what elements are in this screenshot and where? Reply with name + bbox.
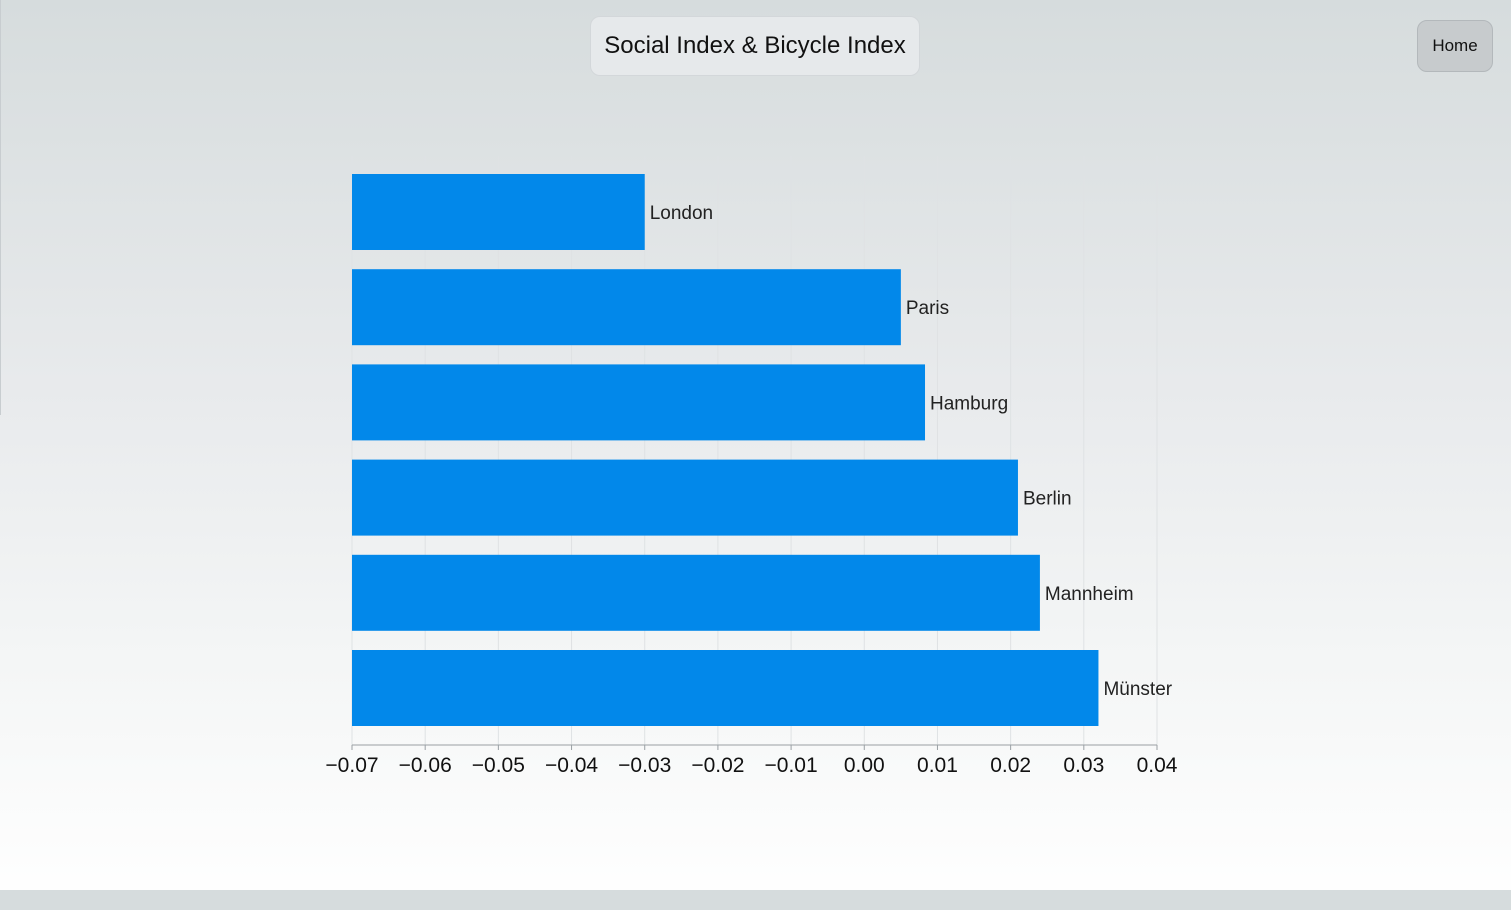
x-tick-label: 0.00 xyxy=(844,754,885,777)
footer-bar xyxy=(0,890,1511,910)
page-title-text: Social Index & Bicycle Index xyxy=(604,32,906,59)
bar-label: Hamburg xyxy=(930,393,1008,414)
x-tick-label: 0.03 xyxy=(1063,754,1104,777)
bar-london xyxy=(352,174,645,250)
bar-hamburg xyxy=(352,364,926,441)
x-tick-label: 0.02 xyxy=(990,754,1031,777)
page-title: Social Index & Bicycle Index xyxy=(590,16,920,76)
bar-münster xyxy=(352,650,1099,726)
home-button-label: Home xyxy=(1432,36,1478,55)
x-tick-label: 0.01 xyxy=(917,754,958,777)
x-tick-label: −0.02 xyxy=(691,754,744,777)
bar-mannheim xyxy=(352,554,1040,631)
bar-label: Paris xyxy=(906,298,949,319)
x-tick-label: 0.04 xyxy=(1137,754,1178,777)
bar-label: Berlin xyxy=(1023,489,1072,510)
x-tick-label: −0.05 xyxy=(472,754,525,777)
x-tick-label: −0.04 xyxy=(545,754,598,777)
bar-paris xyxy=(352,269,901,346)
bar-label: London xyxy=(650,203,713,224)
bar-label: Münster xyxy=(1103,679,1172,700)
x-tick-label: −0.06 xyxy=(399,754,452,777)
bar-label: Mannheim xyxy=(1045,584,1134,605)
x-tick-label: −0.01 xyxy=(765,754,818,777)
x-tick-label: −0.03 xyxy=(618,754,671,777)
home-button[interactable]: Home xyxy=(1417,20,1493,72)
x-tick-label: −0.07 xyxy=(325,754,378,777)
bar-berlin xyxy=(352,459,1018,536)
left-edge-divider xyxy=(0,0,1,415)
